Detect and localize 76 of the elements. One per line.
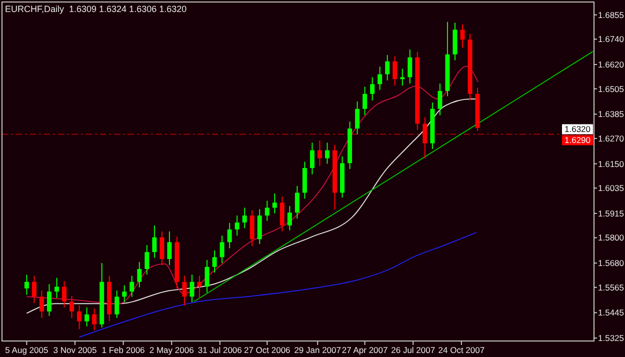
candlestick	[355, 100, 360, 135]
x-tick-label: 3 Nov 2005	[53, 345, 97, 355]
candlestick	[160, 230, 164, 266]
candlestick	[137, 262, 142, 288]
y-tick-label: 1.5915	[598, 208, 624, 218]
y-tick-label: 1.5445	[598, 308, 624, 318]
candlestick	[250, 210, 254, 247]
candlestick	[317, 140, 322, 166]
candlestick	[84, 306, 90, 327]
candlestick	[190, 274, 194, 303]
candlestick	[70, 295, 74, 318]
y-tick-label: 1.5800	[598, 232, 624, 243]
candlestick	[62, 280, 67, 308]
y-tick-label: 1.6035	[598, 183, 624, 194]
candlestick	[400, 68, 405, 86]
annotation: 1.6320	[564, 124, 591, 134]
candlestick	[385, 54, 390, 81]
candlestick	[197, 275, 202, 300]
y-tick-label: 1.6740	[598, 34, 624, 44]
candlestick	[92, 308, 97, 331]
candlestick	[24, 274, 29, 296]
y-tick-label: 1.5565	[598, 282, 624, 292]
candlestick	[325, 142, 330, 164]
x-tick-label: 27 Oct 2006	[244, 345, 291, 355]
candlestick	[212, 250, 217, 274]
candlestick	[54, 277, 59, 298]
x-tick-label: 5 Aug 2005	[5, 345, 48, 355]
candlestick	[46, 284, 52, 316]
y-tick-label: 1.6270	[598, 133, 624, 144]
candlestick	[408, 49, 412, 84]
candlestick	[264, 200, 270, 222]
ref-line-label: 1.6290	[564, 135, 591, 146]
candlestick	[227, 222, 232, 249]
candlestick	[370, 76, 375, 101]
candlestick	[257, 208, 262, 245]
y-tick-label: 1.6620	[598, 59, 624, 70]
y-tick-label: 1.5325	[598, 333, 624, 344]
candlestick	[287, 206, 292, 231]
x-tick-label: 29 Jan 2007	[294, 345, 342, 355]
candlestick	[234, 215, 240, 236]
y-tick-label: 1.6855	[598, 10, 624, 20]
x-tick-label: 24 Oct 2007	[438, 345, 485, 355]
candlestick	[362, 86, 368, 116]
candlestick	[77, 304, 82, 330]
x-tick-label: 1 Feb 2006	[102, 345, 146, 355]
candlestick	[280, 196, 284, 232]
candlestick	[294, 185, 300, 220]
candlestick	[422, 116, 428, 159]
x-tick-label: 26 Jul 2007	[391, 345, 436, 355]
line-series	[78, 232, 477, 338]
candlestick	[460, 24, 465, 48]
x-tick-label: 2 May 2006	[149, 345, 194, 355]
candlestick	[392, 56, 398, 86]
candlestick	[272, 192, 277, 214]
candlestick	[130, 275, 134, 298]
y-tick-label: 1.5680	[598, 258, 624, 268]
chart-title: EURCHF,Daily 1.6309 1.6324 1.6306 1.6320	[5, 4, 187, 14]
candlestick	[378, 66, 382, 90]
candlestick	[310, 142, 314, 175]
candlestick	[438, 83, 442, 116]
x-tick-label: 27 Apr 2007	[342, 345, 388, 355]
candlestick	[122, 284, 127, 303]
candlestick	[144, 244, 150, 276]
candlestick	[242, 207, 247, 229]
candlestick	[167, 230, 172, 266]
y-tick-label: 1.6150	[598, 158, 624, 169]
candlestick	[182, 275, 187, 306]
y-tick-label: 1.6385	[598, 109, 624, 120]
candlestick	[220, 235, 224, 264]
x-tick-label: 31 Jul 2006	[198, 345, 242, 355]
candlestick	[32, 275, 36, 304]
candlestick	[114, 290, 120, 318]
candlestick	[204, 259, 210, 294]
candlestick	[39, 290, 44, 318]
y-tick-label: 1.6505	[598, 84, 624, 94]
candlestick	[152, 224, 157, 258]
